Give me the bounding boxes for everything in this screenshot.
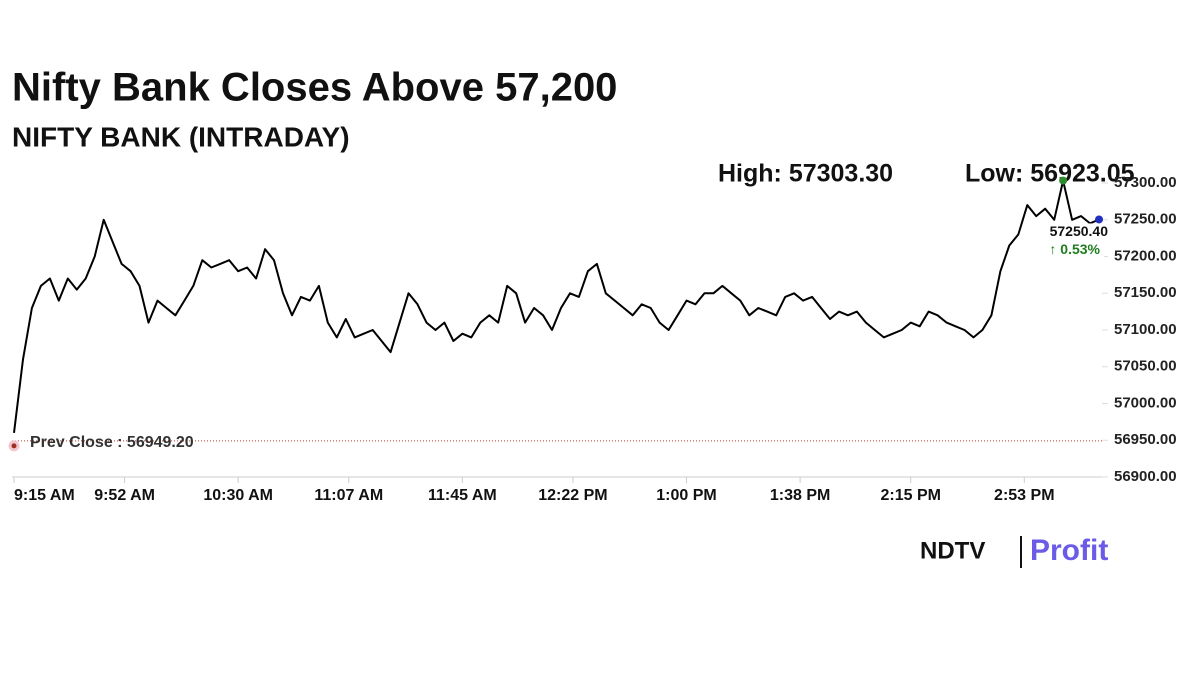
- logo-left: NDTV: [920, 537, 985, 564]
- x-tick-label: 1:38 PM: [770, 487, 830, 504]
- chart-subtitle: NIFTY BANK (INTRADAY): [12, 121, 350, 152]
- chart-title: Nifty Bank Closes Above 57,200: [12, 66, 617, 110]
- x-tick-label: 12:22 PM: [538, 487, 607, 504]
- y-tick-label: 57100.00: [1114, 321, 1177, 338]
- x-tick-label: 9:52 AM: [94, 487, 155, 504]
- y-tick-label: 57000.00: [1114, 394, 1177, 411]
- y-tick-label: 57150.00: [1114, 284, 1177, 301]
- logo: NDTV Profit: [920, 534, 1108, 568]
- last-marker: [1095, 215, 1104, 224]
- y-tick-label: 57250.00: [1114, 211, 1177, 228]
- prev-close-label: Prev Close : 56949.20: [30, 434, 194, 451]
- change-label: ↑ 0.53%: [1049, 241, 1100, 257]
- high-label: High: 57303.30: [718, 160, 893, 188]
- y-tick-label: 57300.00: [1114, 174, 1177, 191]
- x-tick-label: 1:00 PM: [656, 487, 716, 504]
- x-tick-label: 10:30 AM: [203, 487, 273, 504]
- y-tick-label: 56950.00: [1114, 431, 1177, 448]
- y-tick-label: 56900.00: [1114, 468, 1177, 485]
- x-tick-label: 2:15 PM: [880, 487, 940, 504]
- last-label: 57250.40: [1050, 223, 1109, 239]
- x-tick-label: 9:15 AM: [14, 487, 75, 504]
- last-label-bg: [1040, 223, 1104, 260]
- prev-close-marker: [8, 440, 20, 452]
- price-line: [13, 179, 1100, 434]
- y-tick-label: 57050.00: [1114, 358, 1177, 375]
- x-tick-label: 11:45 AM: [428, 487, 497, 504]
- logo-divider: [1020, 536, 1022, 568]
- logo-right: Profit: [1030, 534, 1108, 567]
- x-tick-label: 2:53 PM: [994, 487, 1054, 504]
- y-tick-label: 57200.00: [1114, 247, 1177, 264]
- high-marker: [1059, 176, 1068, 185]
- low-label: Low: 56923.05: [965, 160, 1135, 188]
- x-tick-label: 11:07 AM: [314, 487, 383, 504]
